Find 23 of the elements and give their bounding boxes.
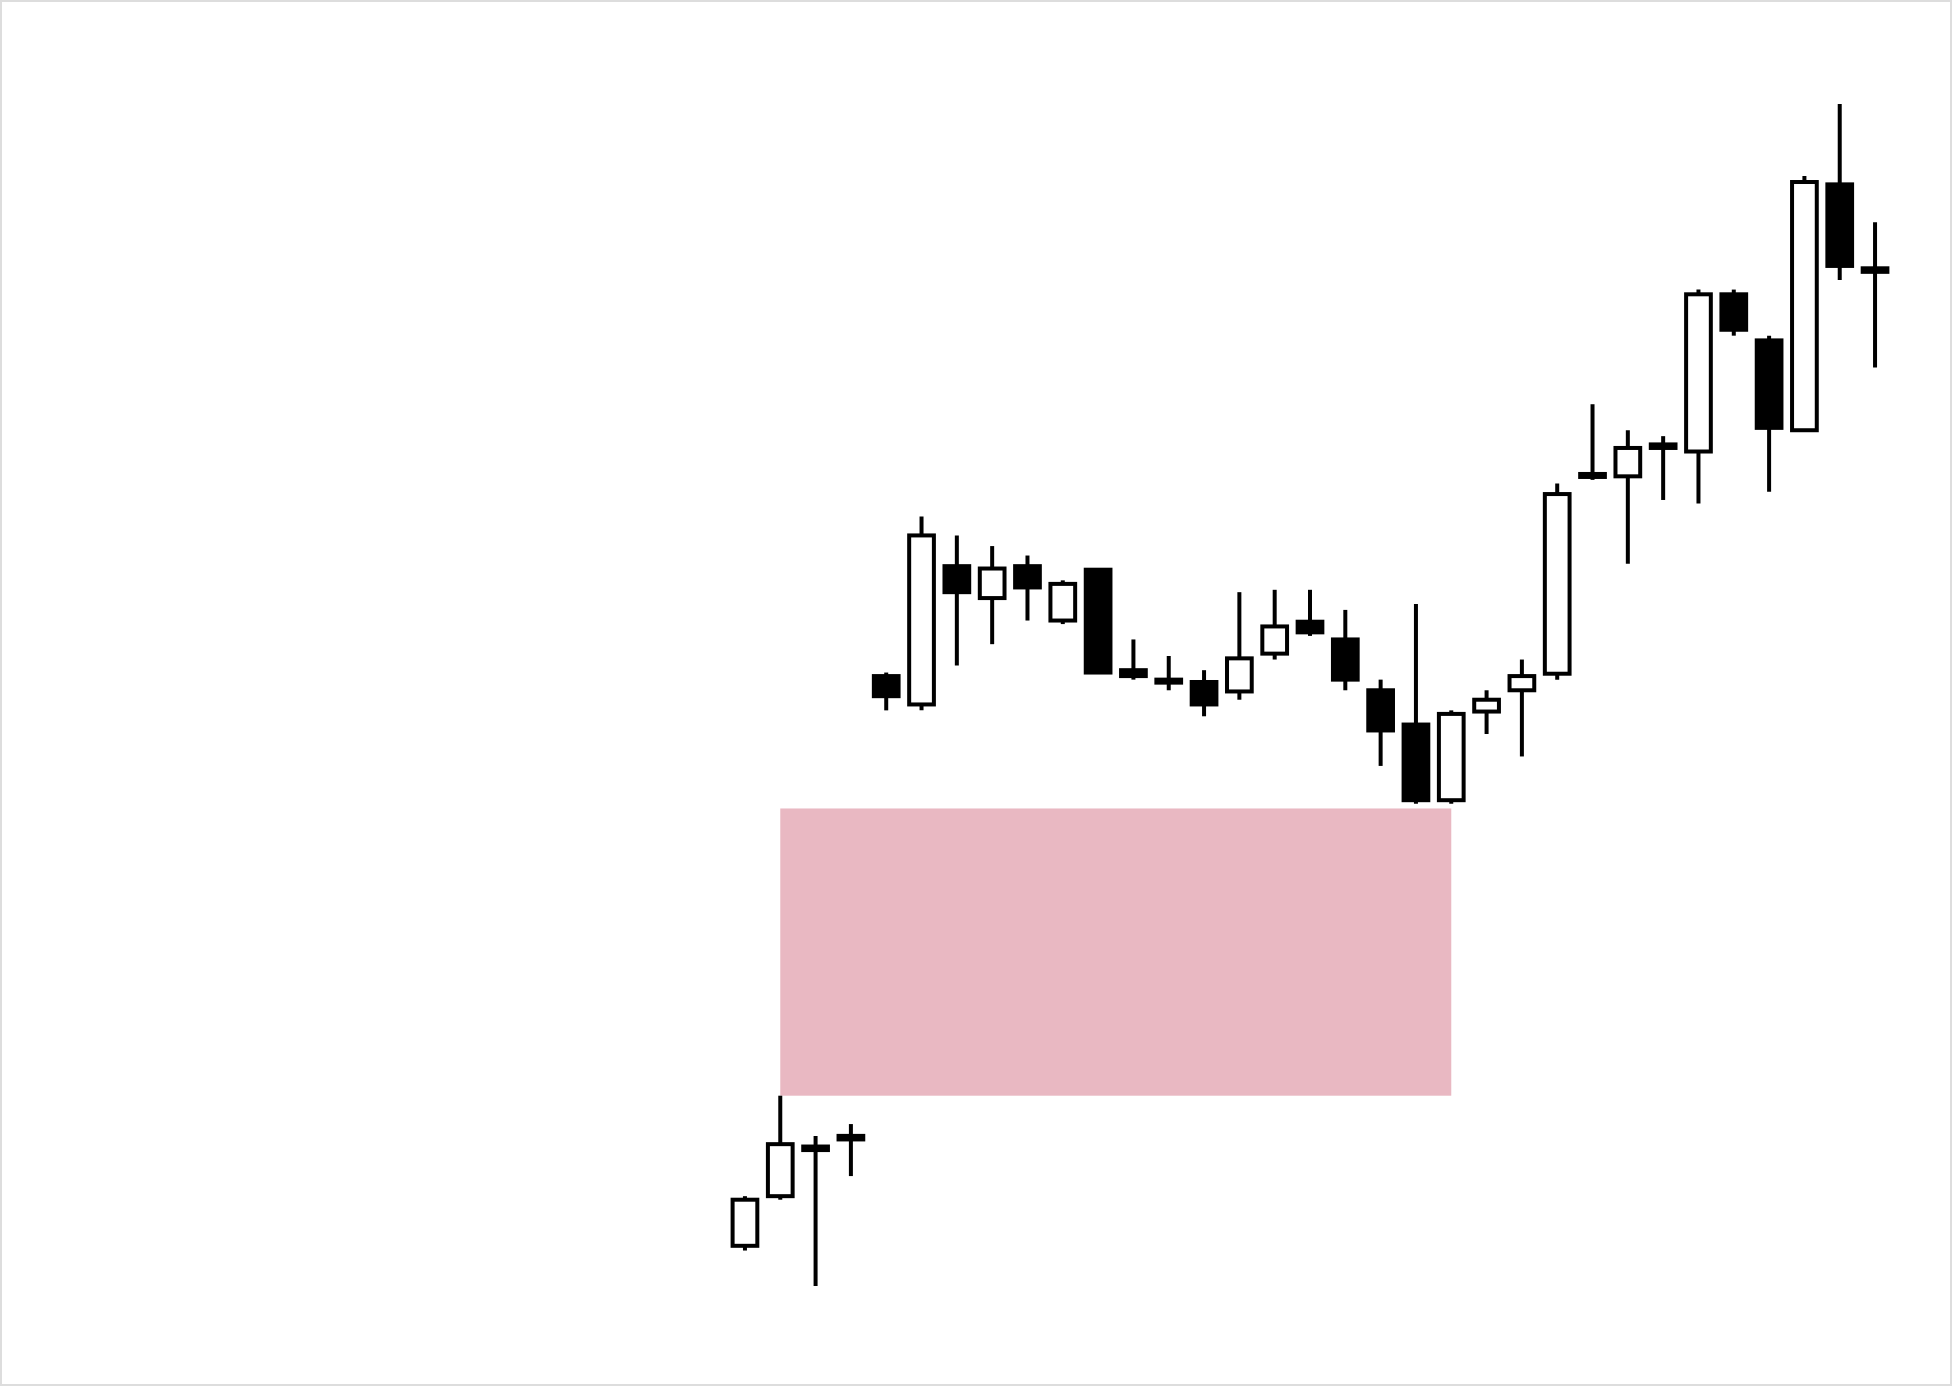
candlestick	[1154, 653, 1184, 693]
candlestick	[942, 533, 972, 668]
candlestick	[836, 1122, 866, 1179]
candlestick	[1648, 434, 1678, 502]
candlestick	[1472, 688, 1501, 737]
candlestick	[1719, 287, 1749, 338]
candlestick	[871, 670, 901, 713]
candlestick	[1048, 578, 1078, 627]
candlestick	[1013, 553, 1042, 623]
candlestick	[1119, 637, 1148, 682]
candlestick	[1578, 402, 1607, 482]
candlestick	[1260, 587, 1290, 662]
candlestick	[1366, 677, 1395, 768]
candlestick	[1613, 428, 1643, 566]
candlestick	[801, 1133, 830, 1288]
candlestick	[1295, 587, 1325, 638]
candlestick	[1330, 607, 1360, 693]
candlestick	[1225, 590, 1254, 702]
candlestick	[1507, 657, 1537, 759]
candlestick	[977, 544, 1007, 647]
candlestick	[1860, 220, 1890, 370]
candlestick	[1189, 668, 1219, 719]
candlestick	[730, 1194, 760, 1253]
